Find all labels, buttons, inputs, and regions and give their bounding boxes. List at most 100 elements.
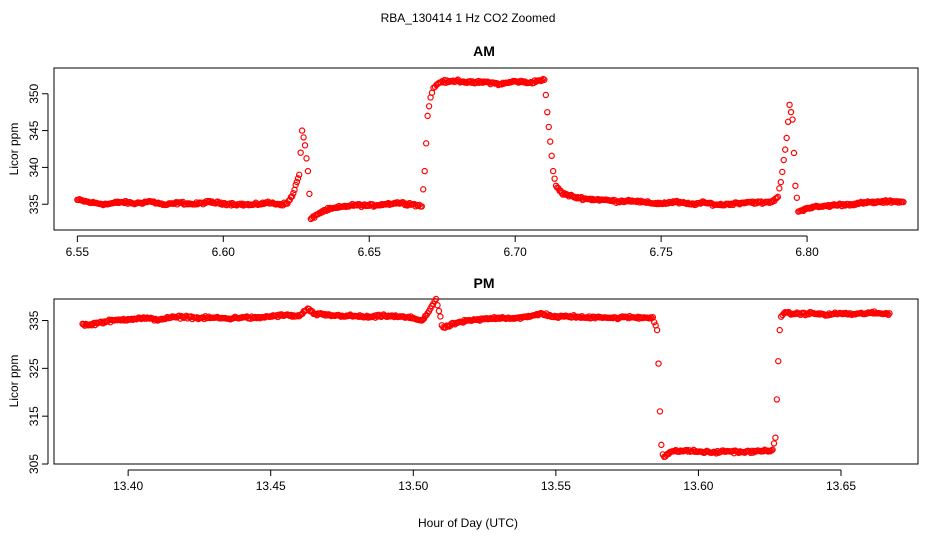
data-point xyxy=(204,197,211,205)
figure-title: RBA_130414 1 Hz CO2 Zoomed xyxy=(381,11,556,25)
data-point xyxy=(884,310,891,317)
data-point xyxy=(776,185,783,192)
y-tick-label: 350 xyxy=(27,83,41,103)
panel-am-y-axis-label: Licor ppm xyxy=(7,123,21,176)
x-tick-label: 13.55 xyxy=(541,479,571,493)
x-tick-label: 13.45 xyxy=(256,479,286,493)
x-tick-label: 13.65 xyxy=(826,479,856,493)
panel-pm-x-axis: 13.40 13.45 13.50 13.55 13.60 13.65 xyxy=(113,469,856,493)
data-point xyxy=(747,198,755,206)
x-tick-label: 6.55 xyxy=(66,245,90,259)
data-point xyxy=(421,167,428,175)
data-point xyxy=(789,116,796,123)
data-point xyxy=(774,193,782,201)
x-tick-label: 6.70 xyxy=(504,245,528,259)
panel-pm-y-axis: 305 315 325 335 xyxy=(27,310,49,474)
x-tick-label: 6.60 xyxy=(212,245,236,259)
data-point xyxy=(549,167,557,175)
data-point xyxy=(544,108,551,116)
data-point xyxy=(548,152,555,160)
data-point xyxy=(545,123,552,131)
panel-pm-plot-frame xyxy=(53,298,919,465)
data-point xyxy=(541,76,548,83)
data-point xyxy=(424,112,431,120)
data-point xyxy=(777,178,785,186)
data-point xyxy=(787,108,795,116)
data-point xyxy=(298,127,306,134)
x-tick-label: 13.50 xyxy=(398,479,428,493)
data-point xyxy=(184,200,191,207)
data-point xyxy=(294,175,302,182)
y-tick-label: 345 xyxy=(27,120,41,140)
data-point xyxy=(769,446,776,453)
data-point xyxy=(434,302,441,309)
data-point xyxy=(290,189,297,197)
data-point xyxy=(301,142,309,149)
data-point xyxy=(303,155,310,162)
y-tick-label: 340 xyxy=(27,157,41,177)
x-tick-label: 13.40 xyxy=(113,479,143,493)
panel-pm: PM Licor ppm 13.40 13.45 13.50 13.55 13.60 13… xyxy=(7,275,919,493)
data-point xyxy=(651,318,658,326)
y-tick-label: 325 xyxy=(27,358,41,378)
panel-am-x-axis: 6.55 6.60 6.65 6.70 6.75 6.80 xyxy=(66,235,819,259)
data-point xyxy=(790,149,798,157)
y-tick-label: 315 xyxy=(27,406,41,426)
data-point xyxy=(306,190,313,198)
data-point xyxy=(780,156,787,164)
data-point xyxy=(646,315,653,322)
x-axis-label: Hour of Day (UTC) xyxy=(418,516,518,530)
x-tick-label: 13.60 xyxy=(683,479,713,493)
data-point xyxy=(776,326,783,334)
x-tick-label: 6.80 xyxy=(795,245,819,259)
data-point xyxy=(773,396,781,403)
data-point xyxy=(793,194,801,201)
data-point xyxy=(772,434,779,441)
y-tick-label: 305 xyxy=(27,454,41,474)
data-point xyxy=(886,310,893,317)
panel-pm-y-axis-label: Licor ppm xyxy=(7,355,21,408)
data-point xyxy=(660,200,667,207)
panel-am-plot-frame xyxy=(53,67,919,231)
data-point xyxy=(775,357,782,365)
panel-am-points xyxy=(74,75,907,223)
data-point xyxy=(422,140,430,147)
data-point xyxy=(658,441,665,449)
data-point xyxy=(420,186,427,193)
data-point xyxy=(792,182,799,190)
data-point xyxy=(900,198,907,206)
data-point xyxy=(885,311,892,319)
data-point xyxy=(770,440,778,447)
data-point xyxy=(418,203,425,210)
data-point xyxy=(295,171,303,178)
x-tick-label: 6.65 xyxy=(358,245,382,259)
y-tick-label: 335 xyxy=(27,310,41,330)
data-point xyxy=(425,103,433,110)
panel-am-y-axis: 335 340 345 350 xyxy=(27,83,49,214)
data-point xyxy=(288,193,296,200)
data-point xyxy=(437,313,444,320)
data-point xyxy=(297,149,304,156)
data-point xyxy=(432,295,440,303)
panel-pm-points xyxy=(79,295,893,461)
panel-am: AM Licor ppm 6.55 6.60 6.65 6.70 6.75 6.80 33… xyxy=(7,43,919,259)
data-point xyxy=(779,168,786,176)
data-point xyxy=(542,91,550,99)
data-point xyxy=(783,134,790,142)
data-point xyxy=(763,447,771,454)
panel-pm-title: PM xyxy=(474,275,495,291)
data-point xyxy=(786,101,793,109)
data-point xyxy=(547,138,554,145)
data-point xyxy=(551,175,558,182)
data-point xyxy=(435,307,443,315)
data-point xyxy=(653,326,661,334)
data-point xyxy=(773,194,780,202)
y-tick-label: 335 xyxy=(27,194,41,214)
panel-am-title: AM xyxy=(473,43,495,59)
data-point xyxy=(300,134,307,141)
data-point xyxy=(656,408,664,415)
data-point xyxy=(292,181,299,189)
data-point xyxy=(781,146,789,153)
